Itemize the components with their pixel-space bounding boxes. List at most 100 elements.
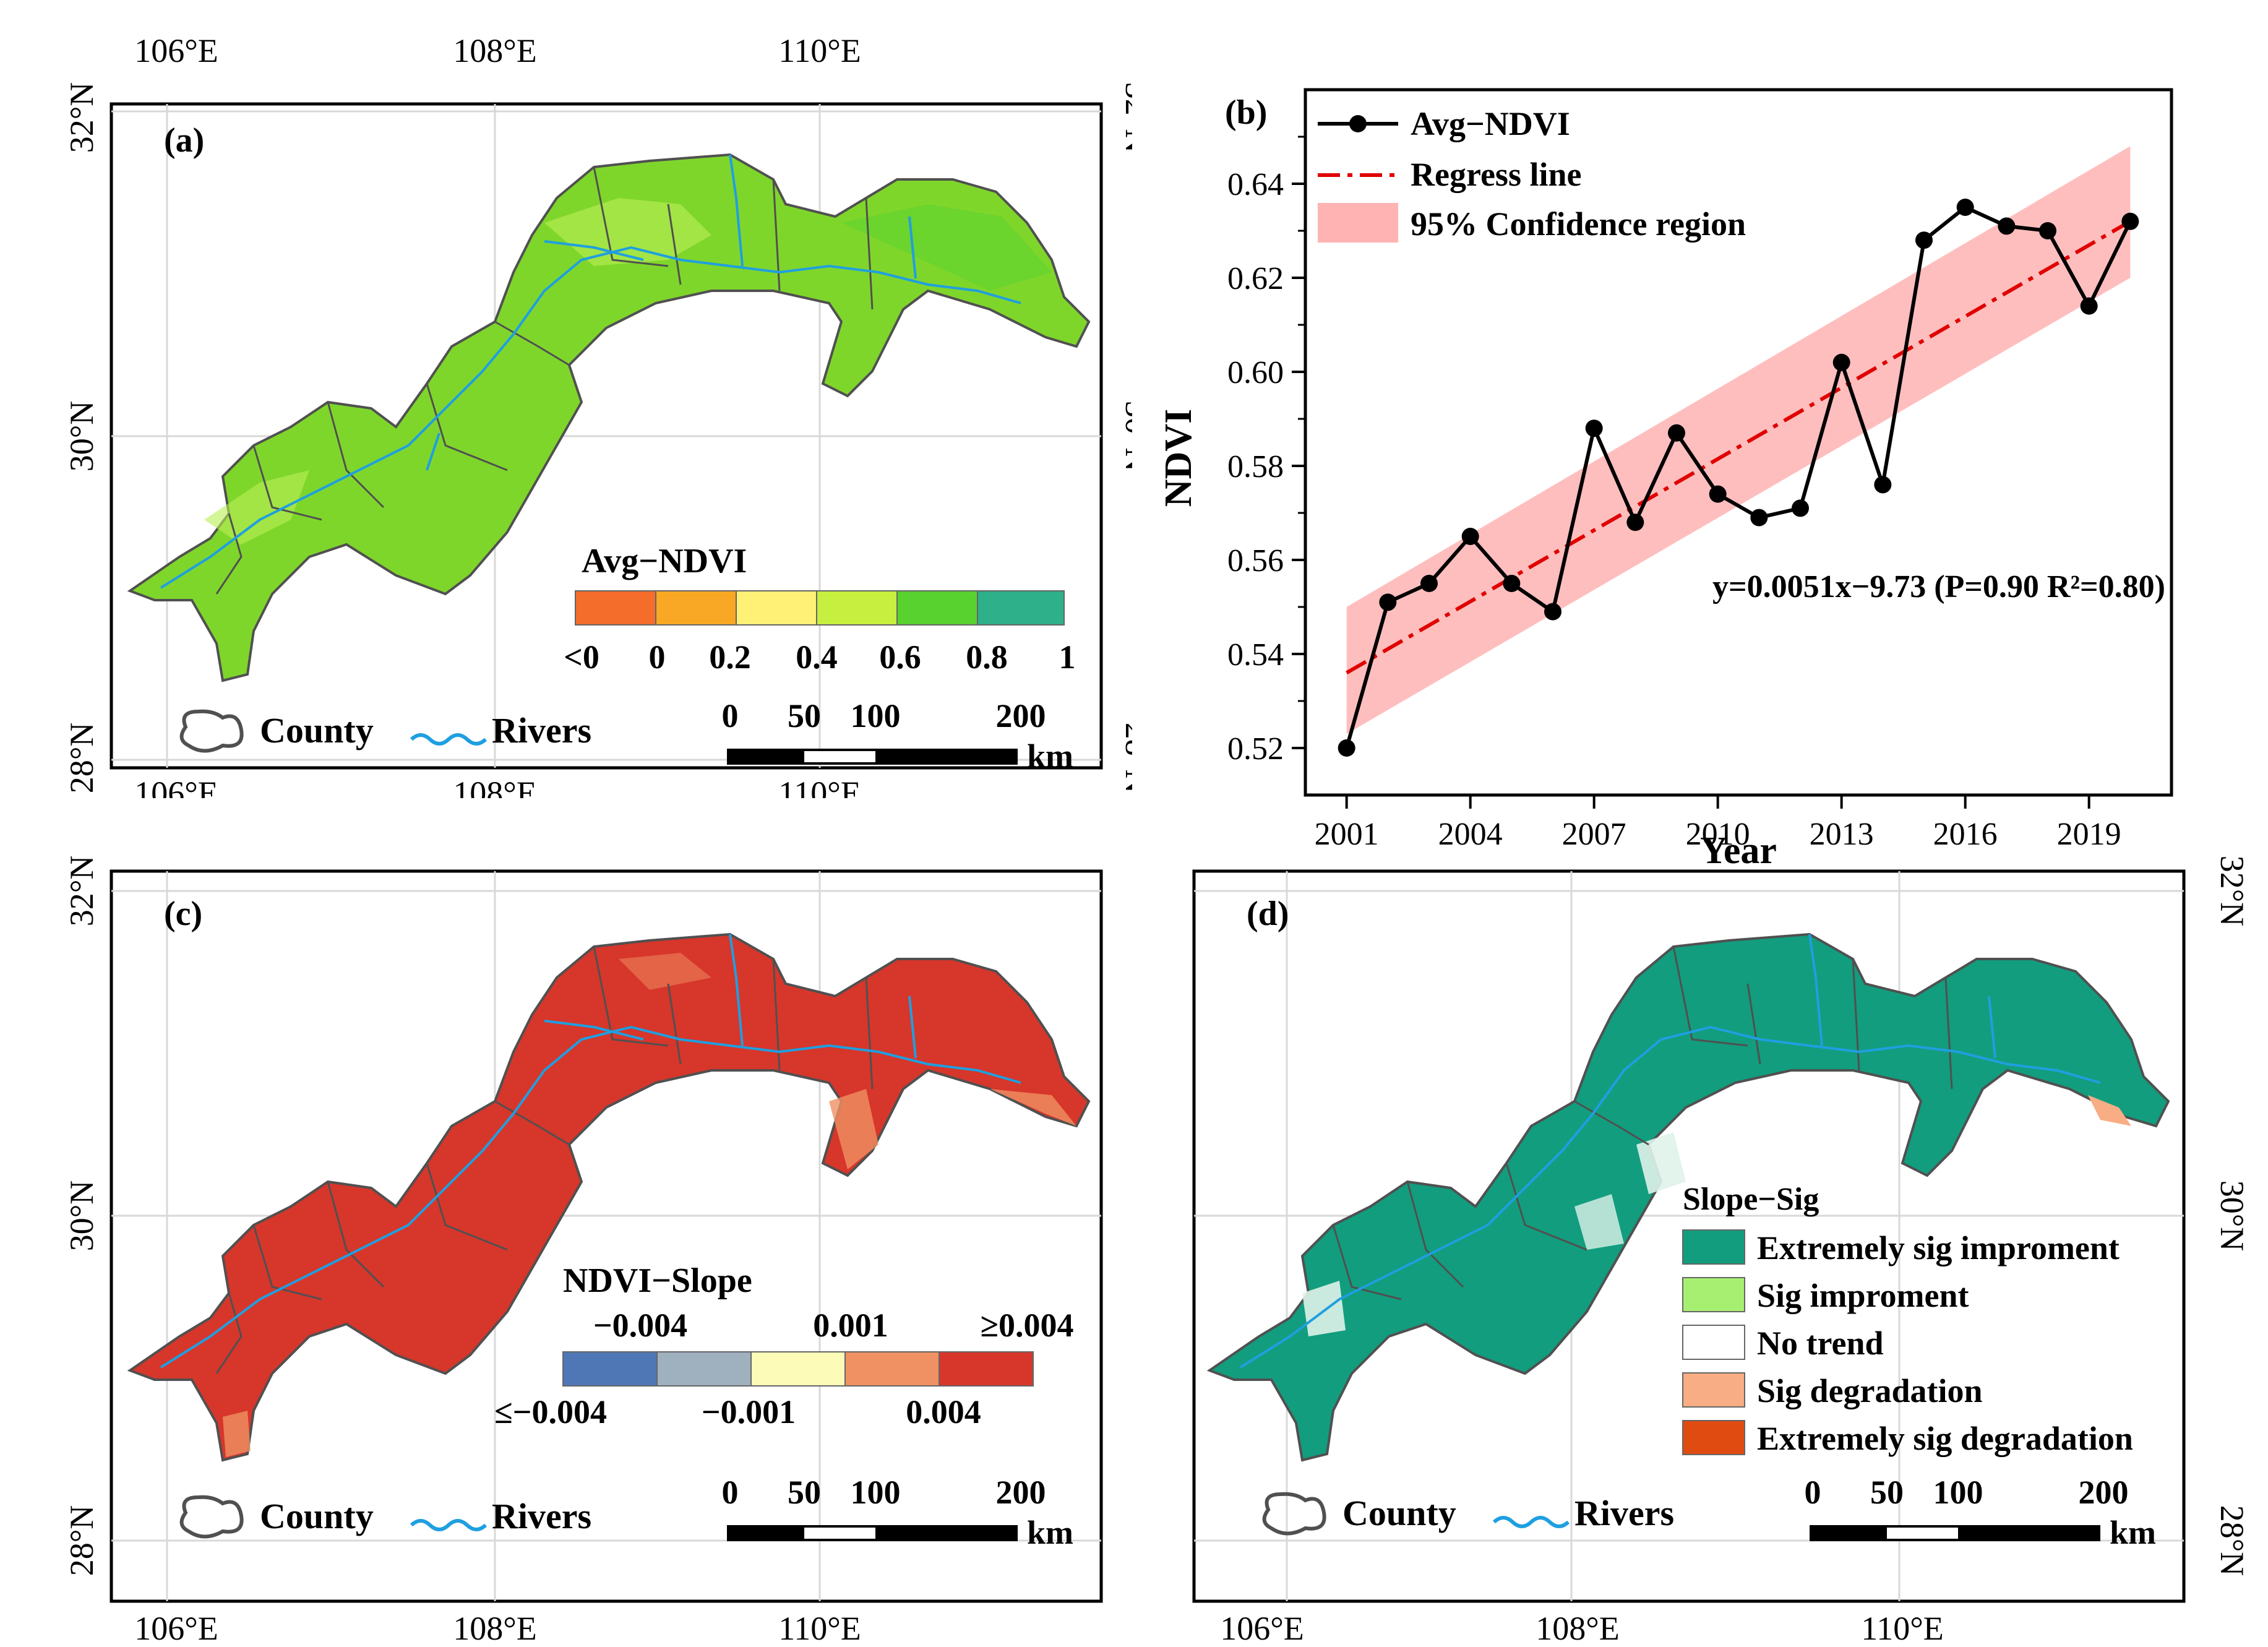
data-point [1338, 739, 1355, 757]
y-tick-label: 0.62 [1227, 261, 1284, 296]
y-tick-label: 0.54 [1227, 637, 1284, 673]
scale-label: 50 [788, 1474, 821, 1511]
rivers [160, 154, 1021, 589]
panel-label: (c) [164, 895, 202, 933]
legend-swatch [562, 1351, 658, 1387]
county-label: County [1342, 1493, 1456, 1533]
y-tick-label: 0.60 [1227, 355, 1284, 390]
x-tick-label: 2001 [1315, 817, 1379, 852]
scale-label: 50 [1870, 1474, 1904, 1511]
scale-label: 0 [722, 697, 739, 734]
scale-unit: km [1027, 1514, 1073, 1551]
lat-label: 32°N [1119, 82, 1132, 153]
county-icon [179, 709, 244, 753]
x-tick-label: 2007 [1562, 817, 1626, 852]
y-tick-label: 0.56 [1227, 543, 1284, 578]
scale-unit: km [2110, 1514, 2156, 1551]
county-boundaries [215, 166, 874, 595]
legend-swatch [1682, 1229, 1745, 1265]
lat-label: 32°N [63, 856, 100, 927]
legend-swatch [750, 1351, 846, 1387]
data-point [1626, 514, 1644, 531]
scale-bar: 0 50 100 200 km [722, 1474, 1074, 1551]
left-lat-labels: 32°N 30°N 28°N [63, 82, 100, 794]
region-shape [1206, 932, 2170, 1462]
x-tick-label: 2016 [1933, 817, 1998, 852]
legend-items: Extremely sig improment Sig improment No… [1682, 1229, 2133, 1457]
legend-tick: 0.6 [879, 639, 921, 676]
rivers-label: Rivers [492, 710, 591, 750]
scale-label: 200 [996, 697, 1046, 734]
right-lat-labels: 32°N 30°N 28°N [1119, 82, 1132, 794]
x-tick-label: 2013 [1810, 817, 1874, 852]
legend-regression: Regress line [1411, 156, 1581, 193]
county-label: County [260, 710, 374, 750]
lat-label: 28°N [1119, 723, 1132, 794]
lon-label: 106°E [1220, 1610, 1304, 1647]
lat-label: 28°N [63, 723, 100, 794]
legend-tick: ≤−0.004 [494, 1393, 607, 1430]
panel-c: (c) 32°N 30°N 28°N 106°E 108°E 110°E NDV… [63, 856, 1103, 1647]
lat-label: 30°N [63, 401, 100, 472]
data-point [1420, 575, 1438, 592]
x-axis-label: Year [1700, 830, 1777, 866]
top-lon-labels: 106°E 108°E 110°E [134, 32, 861, 69]
scale-bar: 0 50 100 200 km [722, 697, 1074, 775]
legend-top-labels: −0.004 0.001 ≥0.004 [593, 1307, 1074, 1344]
legend-title: NDVI−Slope [563, 1262, 752, 1300]
legend-tick: −0.001 [702, 1393, 796, 1430]
confidence-band [1346, 146, 2131, 734]
scale-label: 0 [722, 1474, 739, 1511]
legend-swatch [896, 590, 978, 626]
y-ticks: 0.52 0.54 0.56 0.58 0.60 0.62 0.64 [1227, 135, 1305, 767]
lat-label: 32°N [2214, 856, 2251, 927]
legend-label: Extremely sig degradation [1757, 1420, 2133, 1457]
lon-label: 108°E [453, 32, 537, 69]
data-point [2039, 222, 2056, 239]
legend-swatches [575, 590, 1065, 626]
data-point [1750, 509, 1768, 527]
x-ticks: 2001 2004 2007 2010 2013 2016 2019 [1315, 795, 2121, 852]
data-point [2121, 212, 2139, 230]
lat-label: 28°N [63, 1505, 100, 1576]
data-point [1832, 353, 1850, 371]
ndvi-points [1338, 199, 2139, 757]
lon-label: 108°E [453, 1610, 537, 1647]
legend-bottom-labels: ≤−0.004 −0.001 0.004 [494, 1393, 981, 1430]
scale-label: 200 [2079, 1474, 2129, 1511]
legend-tick: 0.4 [796, 639, 838, 676]
county-boundaries [215, 946, 874, 1374]
data-point [1874, 476, 1892, 494]
lon-label: 110°E [1861, 1610, 1944, 1647]
scale-label: 50 [788, 697, 821, 734]
scale-label: 0 [1805, 1474, 1821, 1511]
scale-unit: km [1027, 737, 1073, 775]
legend-title: Slope−Sig [1683, 1182, 1819, 1217]
river-icon [1492, 1516, 1570, 1528]
regression-line [1346, 220, 2131, 674]
lon-label: 110°E [778, 1610, 861, 1647]
regression-equation: y=0.0051x−9.73 (P=0.90 R²=0.80) [1712, 569, 2165, 604]
lon-label: 108°E [1536, 1610, 1620, 1647]
lat-label: 30°N [1119, 401, 1132, 472]
legend-label: Sig improment [1757, 1277, 1969, 1314]
panel-b-chart: 0.520.540.560.580.600.620.64 2001 2004 200… [1158, 88, 2173, 866]
legend-tick: 0 [649, 639, 666, 676]
scale-label: 100 [851, 1474, 901, 1511]
data-point [1792, 499, 1809, 517]
data-point [1956, 199, 1974, 216]
data-point [1379, 593, 1397, 611]
left-lat-labels: 32°N 30°N 28°N [63, 856, 100, 1576]
right-lat-labels: 32°N 30°N 28°N [2214, 856, 2251, 1576]
legend-label: Extremely sig improment [1757, 1229, 2120, 1266]
lon-label: 110°E [778, 775, 861, 798]
legend-tick: 0.001 [813, 1307, 888, 1344]
lon-label: 108°E [453, 775, 537, 798]
lat-label: 30°N [2214, 1180, 2251, 1252]
x-tick-label: 2004 [1438, 817, 1503, 852]
legend-tick: 0.2 [709, 639, 751, 676]
rivers-label: Rivers [1574, 1493, 1674, 1533]
legend-swatch [656, 1351, 752, 1387]
data-point [1585, 419, 1603, 437]
scale-label: 200 [996, 1474, 1046, 1511]
